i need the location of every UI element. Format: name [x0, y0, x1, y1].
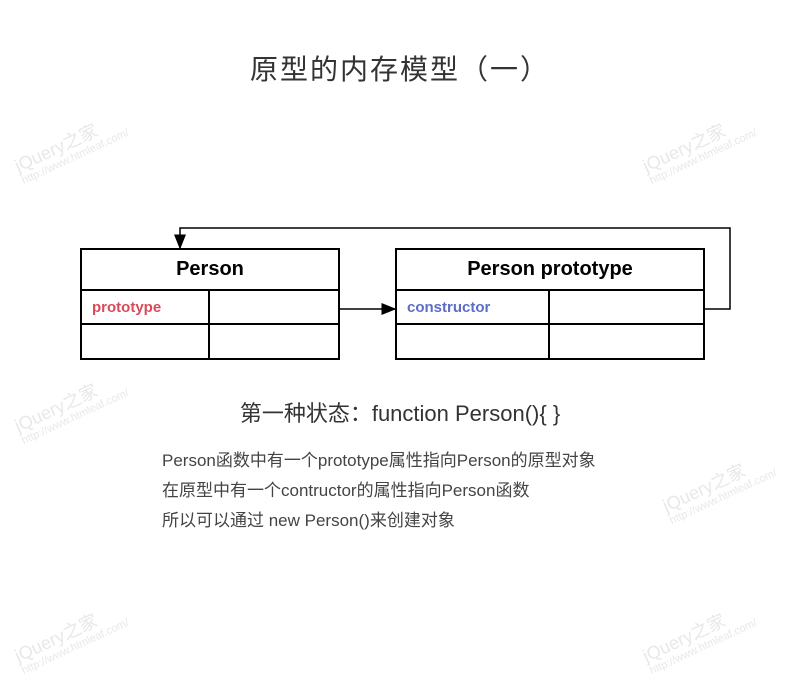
constructor-label: constructor: [397, 291, 550, 323]
description-block: Person函数中有一个prototype属性指向Person的原型对象 在原型…: [162, 446, 596, 536]
description-line: 所以可以通过 new Person()来创建对象: [162, 506, 596, 536]
watermark-text: jQuery之家http://www.htmleaf.com/: [658, 445, 779, 527]
description-line: Person函数中有一个prototype属性指向Person的原型对象: [162, 446, 596, 476]
empty-cell: [210, 325, 338, 359]
watermark-text: jQuery之家http://www.htmleaf.com/: [638, 105, 759, 187]
description-line: 在原型中有一个contructor的属性指向Person函数: [162, 476, 596, 506]
watermark-text: jQuery之家http://www.htmleaf.com/: [10, 595, 131, 677]
person-prototype-value-cell: [210, 291, 338, 323]
person-prototype-box-header: Person prototype: [397, 250, 703, 291]
empty-cell: [550, 325, 703, 359]
empty-cell: [397, 325, 550, 359]
memory-diagram: Person prototype Person prototype constr…: [80, 228, 720, 388]
watermark-text: jQuery之家http://www.htmleaf.com/: [638, 595, 759, 677]
person-prototype-box: Person prototype constructor: [395, 248, 705, 360]
prototype-label: prototype: [82, 291, 210, 323]
prototype-box-row-constructor: constructor: [397, 291, 703, 325]
page-title: 原型的内存模型（一）: [0, 48, 800, 88]
empty-cell: [82, 325, 210, 359]
constructor-value-cell: [550, 291, 703, 323]
watermark-text: jQuery之家http://www.htmleaf.com/: [10, 105, 131, 187]
person-box-row-prototype: prototype: [82, 291, 338, 325]
prototype-box-row-empty: [397, 325, 703, 359]
person-box-row-empty: [82, 325, 338, 359]
person-box-header: Person: [82, 250, 338, 291]
state-subtitle: 第一种状态：function Person(){ }: [0, 396, 800, 428]
person-box: Person prototype: [80, 248, 340, 360]
